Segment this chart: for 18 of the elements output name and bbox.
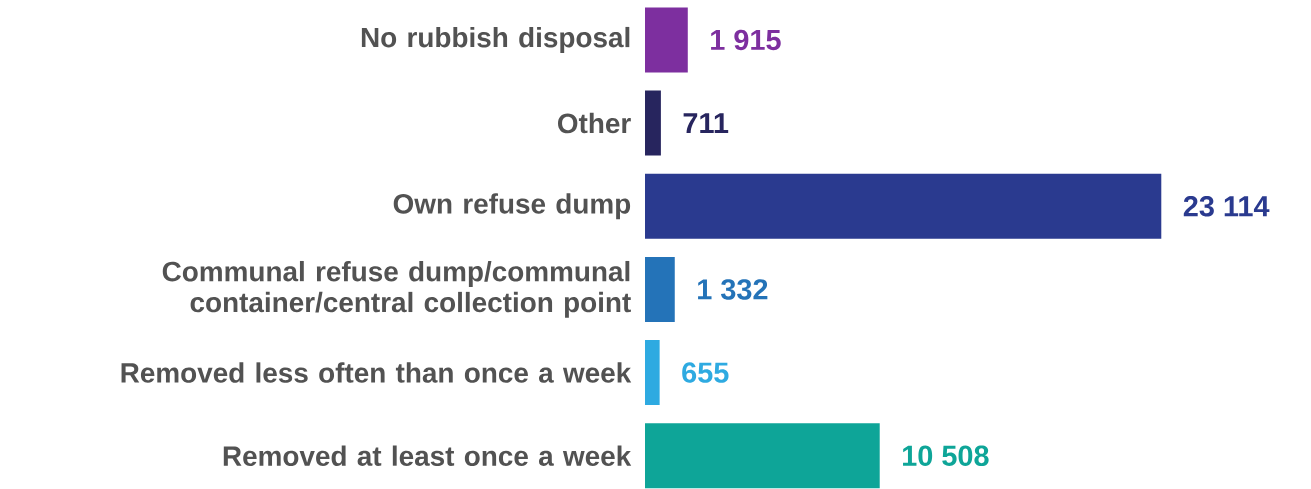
data-label: 23 114 bbox=[1183, 195, 1270, 217]
bar bbox=[645, 423, 880, 489]
y-tick-label: No rubbish disposal bbox=[361, 26, 630, 53]
bar bbox=[645, 173, 1162, 239]
data-label: 1 332 bbox=[698, 279, 768, 300]
data-label: 655 bbox=[682, 362, 729, 383]
y-tick-label: Removed less often than once a week bbox=[121, 362, 632, 383]
data-label: 1 915 bbox=[711, 29, 781, 51]
bar bbox=[645, 256, 675, 322]
y-tick-label: Own refuse dump bbox=[393, 193, 631, 220]
y-tick-label: Other bbox=[558, 112, 631, 134]
data-label: 10 508 bbox=[903, 445, 989, 466]
bar bbox=[645, 340, 660, 406]
y-tick-label: Removed at least once a week bbox=[223, 445, 632, 466]
bar bbox=[645, 7, 688, 73]
y-tick-label: Communal refuse dump/communal container/central collection point bbox=[162, 260, 631, 318]
data-label: 711 bbox=[683, 113, 729, 134]
bar bbox=[645, 90, 661, 156]
